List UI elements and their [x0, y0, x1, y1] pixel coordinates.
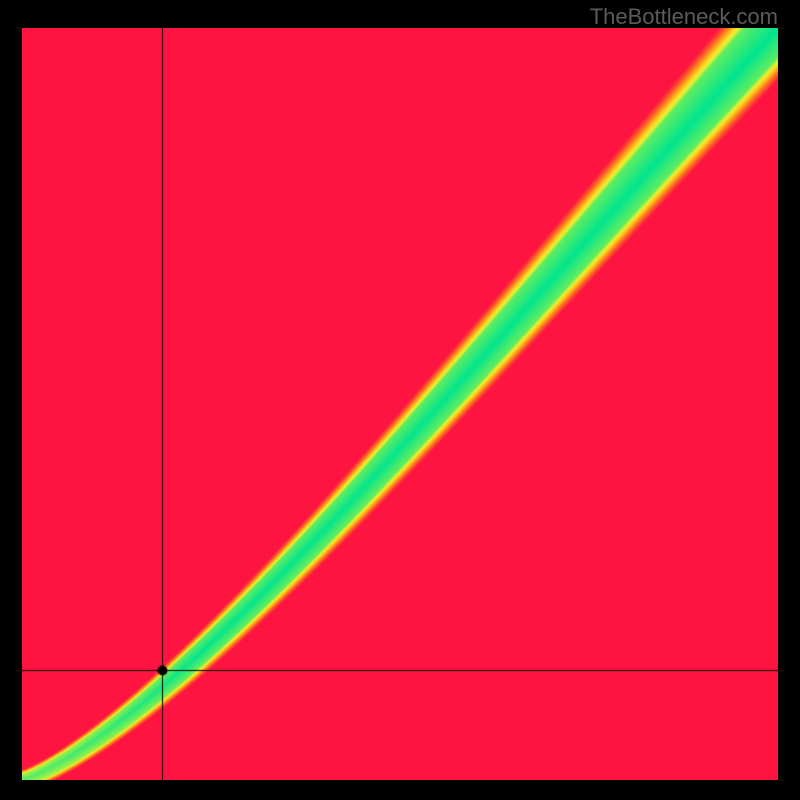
heatmap-canvas — [22, 28, 778, 780]
watermark-text: TheBottleneck.com — [590, 4, 778, 30]
heatmap-plot — [22, 28, 778, 780]
chart-container: TheBottleneck.com — [0, 0, 800, 800]
